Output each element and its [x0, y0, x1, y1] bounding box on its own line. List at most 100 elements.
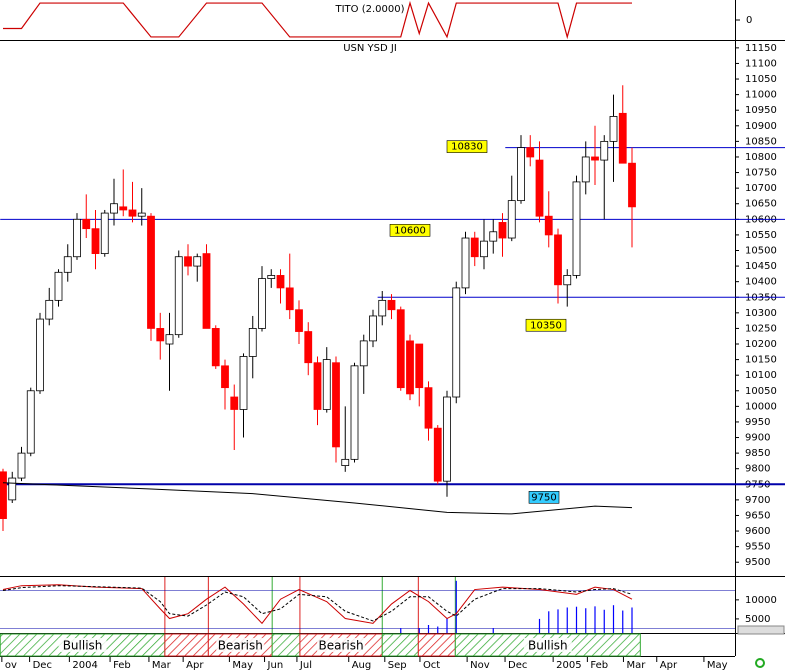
candle-body	[350, 365, 359, 460]
candle-body	[369, 315, 377, 342]
candle-body	[461, 237, 470, 289]
x-tick-label: Dec	[33, 660, 52, 671]
candle-body	[507, 200, 516, 239]
candle-body	[165, 334, 174, 345]
level-label: 10350	[530, 320, 562, 331]
y-tick-label: 10450	[745, 261, 777, 272]
level-label: 10830	[451, 142, 483, 153]
y-tick-label: 5000	[745, 614, 770, 625]
candle-body	[267, 275, 276, 279]
candle-body	[609, 116, 618, 142]
candle-body	[128, 209, 137, 217]
candle-body	[184, 256, 192, 267]
signal-segment	[271, 633, 301, 657]
candle-body	[313, 362, 322, 410]
candle-body	[258, 278, 266, 329]
candle-body	[119, 206, 128, 211]
y-tick-label: 10000	[745, 401, 777, 412]
x-tick-label: Nov	[470, 660, 490, 671]
candle-body	[0, 471, 7, 519]
candle-body	[378, 299, 387, 317]
y-tick-label: 11150	[745, 43, 777, 54]
candle-body	[470, 237, 479, 258]
x-tick-label: Jun	[267, 660, 284, 671]
candle-body	[415, 343, 424, 389]
x-tick-label: Feb	[113, 660, 131, 671]
y-tick-label: 10000	[745, 595, 777, 606]
y-tick-label: 0	[746, 15, 752, 26]
candle-body	[341, 458, 350, 466]
indicator-line	[3, 0, 632, 40]
candle-body	[304, 331, 313, 364]
candle-body	[406, 340, 414, 395]
y-tick-label: 9700	[745, 495, 770, 506]
x-tick-label: Sep	[388, 660, 407, 671]
signal-label: Bullish	[528, 639, 568, 653]
candle-body	[110, 203, 118, 214]
candle-body	[387, 299, 396, 311]
candle-body	[572, 181, 581, 276]
signal-segment	[381, 633, 419, 657]
candle-body	[424, 387, 433, 429]
y-tick-label: 10700	[745, 183, 777, 194]
y-tick-label: 9800	[745, 464, 770, 475]
candle-body	[221, 365, 229, 389]
candle-body	[156, 328, 165, 342]
candle-body	[82, 218, 91, 230]
signal-label-bg	[523, 638, 572, 652]
y-tick-label: 10850	[745, 136, 777, 147]
candle-body	[100, 212, 109, 255]
candle-body	[332, 362, 340, 448]
signal-segment	[164, 633, 209, 657]
x-tick-label: May	[232, 660, 253, 671]
y-tick-label: 10400	[745, 277, 777, 288]
y-tick-label: 11100	[745, 58, 777, 69]
y-tick-label: 10250	[745, 323, 777, 334]
level-label-box	[528, 490, 560, 504]
candle-body	[359, 340, 368, 367]
candle-body	[174, 256, 183, 336]
x-tick-label: Jul	[299, 660, 312, 671]
x-tick-label: 2005	[556, 660, 581, 671]
level-label-box	[446, 140, 488, 153]
candle-body	[489, 231, 498, 242]
candle-body	[563, 275, 572, 286]
y-tick-label: 10100	[745, 370, 777, 381]
candle-body	[526, 147, 535, 158]
candle-body	[480, 240, 488, 258]
y-tick-label: 10750	[745, 168, 777, 179]
signal-label: Bearish	[319, 639, 364, 653]
candle-body	[544, 215, 553, 236]
x-tick-label: Mar	[152, 660, 172, 671]
y-tick-label: 10200	[745, 339, 777, 350]
x-tick-label: 2004	[72, 660, 97, 671]
moving-average	[2, 482, 633, 515]
candle-body	[211, 328, 220, 367]
y-tick-label: 11000	[745, 90, 777, 101]
candle-body	[36, 318, 44, 392]
y-tick-label: 9850	[745, 448, 770, 459]
indicator-title: TITO (2.0000)	[334, 4, 404, 15]
signal-segment	[417, 633, 456, 657]
y-tick-label: 10150	[745, 355, 777, 366]
stochastic-line	[2, 585, 633, 622]
y-tick-label: 10300	[745, 308, 777, 319]
candle-body	[517, 147, 525, 202]
scroll-box	[737, 625, 785, 635]
signal-label-bg	[58, 638, 107, 652]
level-label-box	[389, 224, 431, 237]
candle-body	[17, 452, 26, 479]
candle-body	[554, 234, 562, 286]
y-tick-label: 9950	[745, 417, 770, 428]
level-label-box	[525, 318, 567, 332]
candle-body	[63, 256, 72, 273]
x-tick-label: ov	[5, 660, 17, 671]
candle-body	[535, 159, 544, 217]
chart-title: USN YSD JI	[343, 43, 397, 54]
level-label: 9750	[531, 492, 556, 503]
x-tick-label: Mar	[626, 660, 646, 671]
candle-body	[193, 256, 202, 267]
candle-body	[147, 215, 155, 329]
y-tick-label: 10650	[745, 199, 777, 210]
